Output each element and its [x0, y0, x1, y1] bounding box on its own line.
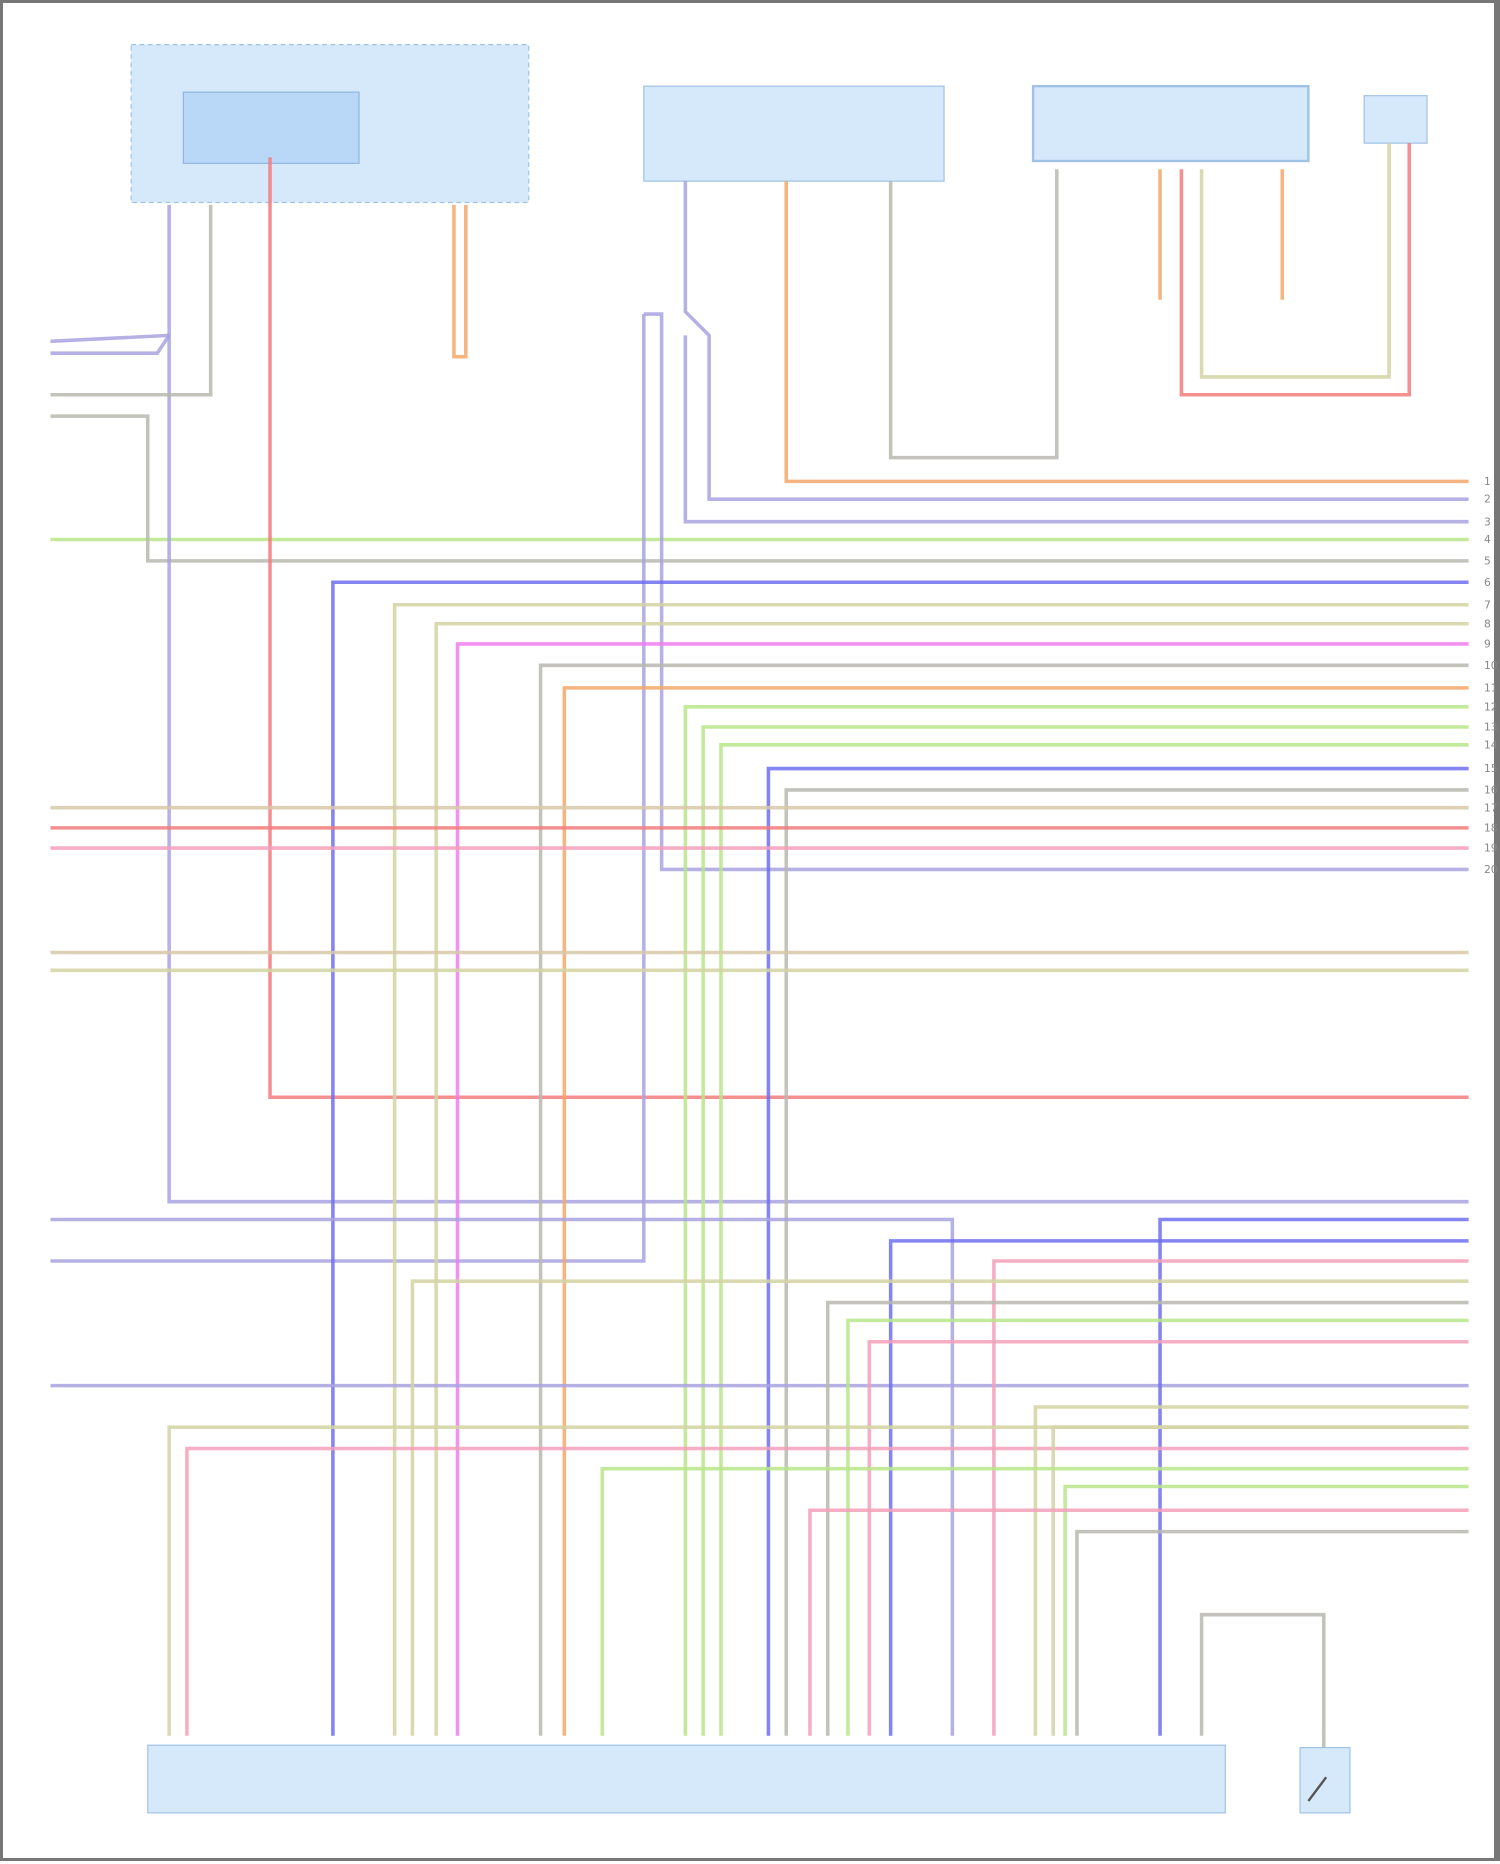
control-module-box [1031, 85, 1310, 163]
wire-pink [808, 1508, 1469, 1736]
wire-lavender [50, 314, 646, 1263]
fuse-block-box [643, 85, 945, 182]
wire-gray [50, 414, 1469, 563]
wire-gray [1199, 1612, 1326, 1748]
switch-icon [1307, 1776, 1328, 1802]
wire-green [719, 743, 1469, 1736]
pin-number: 6 [1484, 576, 1491, 589]
components [130, 44, 1428, 1814]
wire-blue [888, 1239, 1469, 1736]
wire-lavender [643, 312, 1469, 872]
wire-orange [562, 686, 1469, 1736]
wire-lavender [50, 1217, 955, 1736]
pin-number: 20 [1484, 863, 1498, 876]
wire-lavender [683, 181, 1469, 501]
pin-number: 16 [1484, 783, 1498, 796]
wire-lavender [50, 334, 171, 355]
pin-number: 7 [1484, 598, 1491, 611]
wire-blue [766, 766, 1469, 1736]
wire-khaki [1051, 1425, 1469, 1736]
wires [50, 143, 1469, 1748]
wire-red [268, 157, 1469, 1100]
pin-number: 14 [1484, 738, 1498, 751]
wire-pink [185, 1446, 1469, 1736]
pin-number: 19 [1484, 842, 1498, 855]
pin-number: 10 [1484, 659, 1498, 672]
wire-khaki [392, 603, 1469, 1736]
wire-khaki [1033, 1405, 1469, 1736]
wire-gray [50, 204, 213, 397]
pin-number: 17 [1484, 801, 1498, 814]
wire-gray [538, 663, 1469, 1736]
wire-orange [784, 181, 1469, 484]
wire-green [701, 725, 1469, 1736]
pin-number: 18 [1484, 821, 1498, 834]
wire-lavender [167, 204, 1469, 1204]
wire-lavender [50, 333, 170, 344]
wire-pink [867, 1339, 1469, 1736]
wire-khaki [167, 1425, 1469, 1736]
pin-number: 9 [1484, 638, 1491, 651]
pin-number: 8 [1484, 617, 1491, 630]
wire-gray [825, 1300, 1469, 1736]
pin-number: 5 [1484, 554, 1491, 567]
wire-green [1063, 1484, 1469, 1736]
pin-number: 12 [1484, 700, 1498, 713]
wire-gray [784, 788, 1469, 1736]
wire-magenta [455, 642, 1469, 1736]
wire-khaki [410, 1279, 1469, 1736]
wire-orange [452, 204, 468, 359]
wire-red [1179, 143, 1412, 397]
sensor-box [1363, 95, 1428, 144]
main-connector-box [147, 1744, 1226, 1814]
pin-number: 1 [1484, 475, 1491, 488]
wire-blue [331, 580, 1469, 1736]
wire-blue [1158, 1217, 1469, 1736]
relay-inner-box [182, 91, 360, 164]
wire-lavender [683, 335, 1469, 524]
wire-pink [992, 1259, 1469, 1736]
pin-number: 11 [1484, 681, 1498, 694]
pin-number: 2 [1484, 493, 1491, 506]
wire-green [600, 1466, 1469, 1736]
pin-number: 4 [1484, 533, 1491, 546]
wire-gray [1075, 1529, 1469, 1736]
wire-khaki [434, 621, 1469, 1736]
pin-number: 15 [1484, 762, 1498, 775]
wire-green [683, 705, 1469, 1736]
wire-khaki [1199, 143, 1391, 379]
wire-green [846, 1318, 1469, 1736]
wire-gray [888, 169, 1059, 460]
pin-number: 13 [1484, 721, 1498, 734]
pin-number: 3 [1484, 515, 1491, 528]
